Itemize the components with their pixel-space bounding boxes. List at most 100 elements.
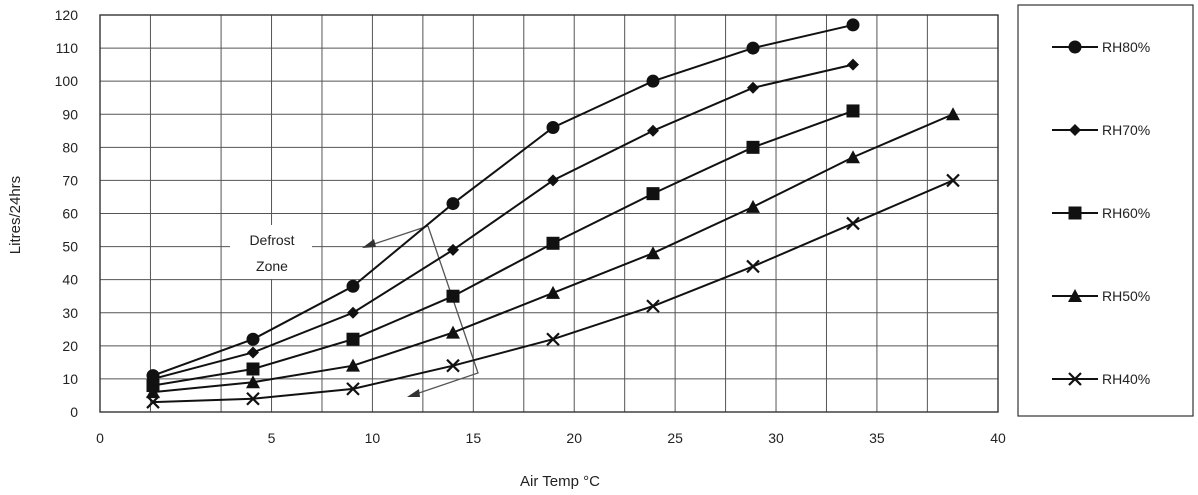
data-point-rh80	[446, 197, 460, 211]
defrost-zone-arrowhead-upper	[362, 239, 376, 248]
series-group	[146, 18, 960, 409]
data-point-rh60-shape	[446, 289, 460, 303]
defrost-zone-annotation: Defrost Zone	[230, 225, 479, 397]
data-point-rh40	[446, 358, 460, 373]
series-rh50	[146, 107, 960, 399]
data-point-rh40	[646, 299, 660, 313]
data-point-rh60	[446, 289, 460, 303]
data-point-rh70	[347, 306, 359, 319]
y-tick-label: 120	[55, 7, 79, 23]
legend-label-rh70: RH70%	[1102, 122, 1150, 138]
data-point-rh80	[246, 332, 260, 346]
y-tick-label: 100	[55, 73, 79, 89]
data-point-rh70	[447, 243, 459, 256]
data-point-rh50-shape	[946, 107, 960, 121]
data-point-rh80-shape	[846, 18, 860, 32]
data-point-rh70	[747, 81, 759, 94]
data-point-rh50-shape	[746, 199, 760, 213]
data-point-rh80	[646, 74, 660, 88]
y-tick-label: 50	[62, 239, 78, 255]
data-point-rh50	[246, 375, 260, 389]
data-point-rh70	[547, 174, 559, 187]
data-point-rh50-shape	[146, 385, 160, 399]
y-tick-label: 110	[56, 40, 79, 56]
data-point-rh50-shape	[246, 375, 260, 389]
data-point-rh80-shape	[746, 41, 760, 55]
data-point-rh60	[546, 236, 560, 250]
data-point-rh50	[146, 385, 160, 399]
data-point-rh70-shape	[347, 306, 359, 319]
data-point-rh80-shape	[346, 279, 360, 293]
data-point-rh50	[346, 358, 360, 372]
data-point-rh60	[746, 140, 760, 154]
data-point-rh70-shape	[847, 58, 859, 71]
legend-label-rh40: RH40%	[1102, 371, 1150, 387]
legend-marker-rh40-shape	[1068, 372, 1082, 386]
x-tick-label: 25	[667, 430, 683, 446]
series-line-rh70	[152, 63, 854, 380]
data-point-rh60	[246, 362, 260, 376]
legend-marker-rh80-shape	[1068, 40, 1082, 54]
data-point-rh40-shape	[346, 382, 360, 396]
legend-marker-rh70	[1069, 124, 1081, 136]
x-tick-labels: 0 5 10 15 20 25 30 35 40	[96, 430, 1006, 446]
x-tick-label: 5	[268, 430, 276, 446]
y-tick-label: 30	[62, 305, 78, 321]
data-point-rh80	[346, 279, 360, 293]
legend-marker-rh50-shape	[1068, 289, 1082, 302]
data-point-rh40-shape	[746, 259, 760, 274]
data-point-rh60-shape	[846, 104, 860, 118]
data-point-rh40	[946, 173, 960, 188]
data-point-rh80-shape	[246, 332, 260, 346]
data-point-rh40	[846, 216, 860, 231]
defrost-zone-box	[230, 225, 312, 279]
series-line-rh80	[152, 23, 854, 377]
defrost-zone-arrowhead-lower	[407, 389, 420, 397]
y-tick-labels: 0 10 20 30 40 50 60 70 80 90 100 110 120	[55, 7, 79, 420]
grid-lines	[100, 14, 999, 413]
x-tick-label: 10	[365, 430, 381, 446]
data-point-rh70	[647, 124, 659, 137]
data-point-rh40-shape	[246, 391, 260, 406]
y-tick-label: 60	[62, 206, 78, 222]
plot-area-frame	[99, 14, 999, 413]
x-tick-label: 15	[466, 430, 482, 446]
legend-marker-rh60	[1068, 206, 1082, 220]
data-point-rh50-shape	[846, 150, 860, 164]
x-axis-title: Air Temp °C	[520, 473, 600, 490]
data-point-rh40-shape	[546, 332, 560, 346]
data-point-rh40	[546, 332, 560, 346]
data-point-rh50	[946, 107, 960, 121]
y-tick-label: 40	[62, 272, 78, 288]
plot-border	[99, 14, 999, 413]
data-point-rh70-shape	[247, 346, 259, 359]
data-point-rh50	[446, 325, 460, 339]
data-point-rh40	[746, 259, 760, 274]
series-line-rh60	[152, 110, 854, 387]
y-tick-label: 90	[62, 106, 78, 122]
legend-marker-rh60-shape	[1068, 206, 1082, 220]
series-rh40	[146, 173, 960, 409]
legend-label-rh60: RH60%	[1102, 205, 1150, 221]
data-point-rh80	[846, 18, 860, 32]
legend-label-rh50: RH50%	[1102, 288, 1150, 304]
data-point-rh50-shape	[446, 325, 460, 339]
data-point-rh40	[346, 382, 360, 396]
data-point-rh40-shape	[446, 358, 460, 373]
data-point-rh80	[546, 120, 560, 134]
data-point-rh50	[846, 150, 860, 164]
data-point-rh70-shape	[447, 243, 459, 256]
data-point-rh50-shape	[646, 246, 660, 260]
defrost-zone-arrow-upper	[367, 225, 429, 247]
data-point-rh40-shape	[846, 216, 860, 231]
data-point-rh40	[246, 391, 260, 406]
y-tick-label: 0	[70, 404, 78, 420]
legend-marker-rh50	[1068, 289, 1082, 302]
legend-box	[1017, 4, 1194, 417]
x-tick-label: 0	[96, 430, 104, 446]
y-tick-label: 10	[62, 371, 78, 387]
legend-marker-rh40	[1068, 372, 1082, 386]
data-point-rh50-shape	[346, 358, 360, 372]
y-axis-title: Litres/24hrs	[7, 176, 24, 254]
